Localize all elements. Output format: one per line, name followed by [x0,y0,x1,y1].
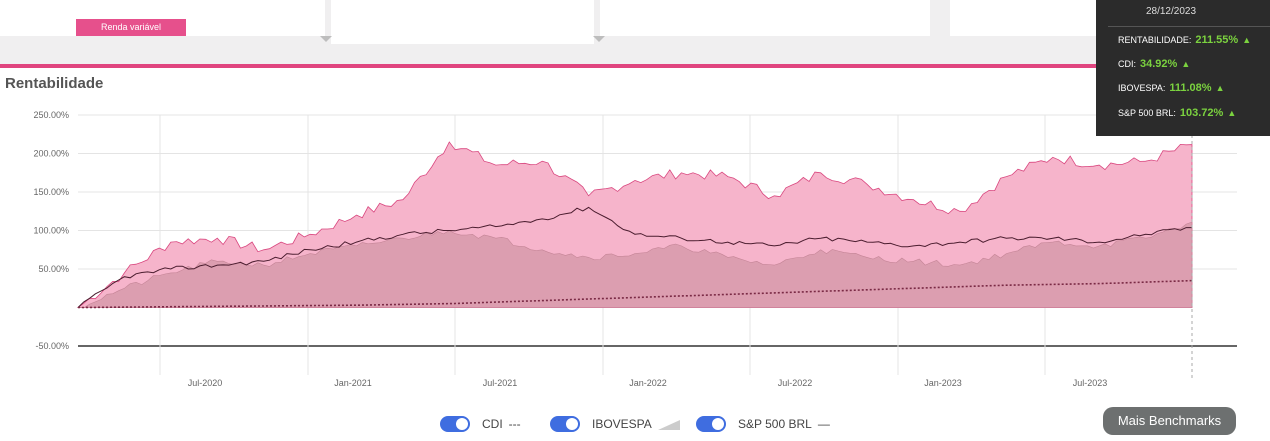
series-ibovespa-area [77,221,1193,309]
chart-tooltip: 28/12/2023 RENTABILIDADE: 211.55% ▲ CDI: 34… [1096,0,1270,136]
summary-card-3[interactable] [600,0,930,36]
tooltip-label: IBOVESPA: [1118,83,1166,93]
more-benchmarks-button[interactable]: Mais Benchmarks [1103,407,1236,435]
x-tick-label: Jan-2022 [629,378,667,388]
card-pointer [593,36,605,42]
x-tick-label: Jan-2021 [334,378,372,388]
tooltip-row-ibovespa: IBOVESPA: 111.08% ▲ [1118,82,1225,94]
legend-label: IBOVESPA [592,417,652,431]
section-title: Rentabilidade [5,75,104,92]
summary-card-2[interactable] [331,0,594,44]
tooltip-value: 111.08% [1169,82,1212,94]
asset-class-badge: Renda variável [76,19,186,36]
tooltip-row-cdi: CDI: 34.92% ▲ [1118,58,1190,70]
x-tick-label: Jul-2023 [1073,378,1108,388]
legend-item-cdi[interactable]: CDI --- [440,415,521,433]
dashed-line-icon: --- [508,417,521,431]
sp500-toggle[interactable] [696,416,726,432]
tooltip-value: 211.55% [1195,34,1239,46]
tooltip-value: 34.92% [1140,58,1178,70]
chart-areas [76,141,1193,309]
tooltip-label: RENTABILIDADE: [1118,35,1192,45]
legend-label: CDI [482,417,503,431]
y-tick-label: -50.00% [35,341,69,351]
cdi-toggle[interactable] [440,416,470,432]
area-icon [657,420,680,430]
x-tick-label: Jul-2022 [778,378,813,388]
y-tick-label: 100.00% [33,226,69,236]
x-tick-label: Jul-2020 [188,378,223,388]
tooltip-value: 103.72% [1179,107,1224,119]
y-tick-label: 50.00% [38,264,69,274]
card-pointer [320,36,332,42]
ibovespa-toggle[interactable] [550,416,580,432]
tooltip-label: S&P 500 BRL: [1118,108,1176,118]
x-tick-label: Jul-2021 [483,378,518,388]
y-tick-label: 200.00% [33,149,69,159]
tooltip-date: 28/12/2023 [1145,6,1197,17]
section-divider [0,64,1270,68]
y-tick-label: 250.00% [33,110,69,120]
series-cdi-line [78,279,1193,309]
y-axis: 250.00% 200.00% 150.00% 100.00% 50.00% -50.00… [33,110,69,351]
tooltip-label: CDI: [1118,59,1136,69]
x-axis: Jul-2020 Jan-2021 Jul-2021 Jan-2022 Jul-2022… [188,378,1108,388]
chart-lines [77,135,1193,378]
x-tick-label: Jan-2023 [924,378,962,388]
legend-item-sp500[interactable]: S&P 500 BRL — [696,415,830,433]
series-sp500-line [77,206,1192,308]
legend-label: S&P 500 BRL [738,417,812,431]
up-arrow-icon: ▲ [1242,35,1252,45]
solid-line-icon: — [817,417,830,431]
up-arrow-icon: ▲ [1227,108,1237,118]
up-arrow-icon: ▲ [1215,83,1225,93]
tooltip-row-sp500: S&P 500 BRL: 103.72% ▲ [1118,107,1236,119]
summary-card-4[interactable] [950,0,1100,36]
up-arrow-icon: ▲ [1181,59,1191,69]
legend-item-ibovespa[interactable]: IBOVESPA [550,415,680,433]
y-tick-label: 150.00% [33,187,69,197]
tooltip-row-portfolio: RENTABILIDADE: 211.55% ▲ [1118,34,1251,46]
tooltip-divider [1108,26,1270,27]
